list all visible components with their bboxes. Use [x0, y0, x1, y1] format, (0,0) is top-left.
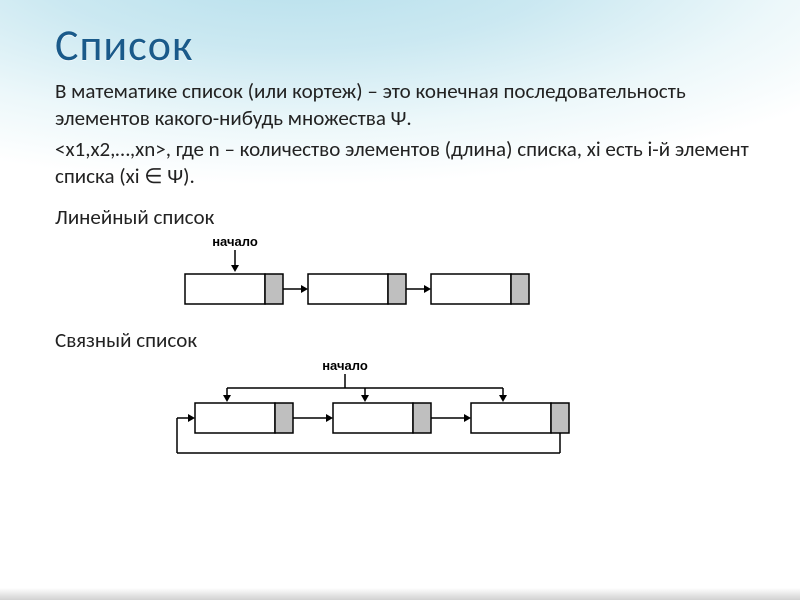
linked-list-svg: начало	[155, 358, 615, 473]
paragraph-definition: В математике список (или кортеж) – это к…	[55, 78, 760, 132]
diagram-linear-list: начало	[155, 234, 760, 319]
body-text: В математике список (или кортеж) – это к…	[55, 78, 760, 230]
slide: Список В математике список (или кортеж) …	[0, 0, 800, 600]
linear-list-svg: начало	[155, 234, 575, 314]
label-linked-list: Связный список	[55, 327, 760, 354]
page-title: Список	[55, 18, 760, 72]
paragraph-notation: <x1,x2,…,xn>, где n – количество элемент…	[55, 136, 760, 190]
svg-text:начало: начало	[212, 234, 258, 249]
label-linear-list: Линейный список	[55, 204, 760, 231]
diagram-linked-list: начало	[155, 358, 760, 478]
body-text-2: Связный список	[55, 327, 760, 354]
bottom-shadow	[0, 588, 800, 600]
svg-text:начало: начало	[322, 358, 368, 373]
